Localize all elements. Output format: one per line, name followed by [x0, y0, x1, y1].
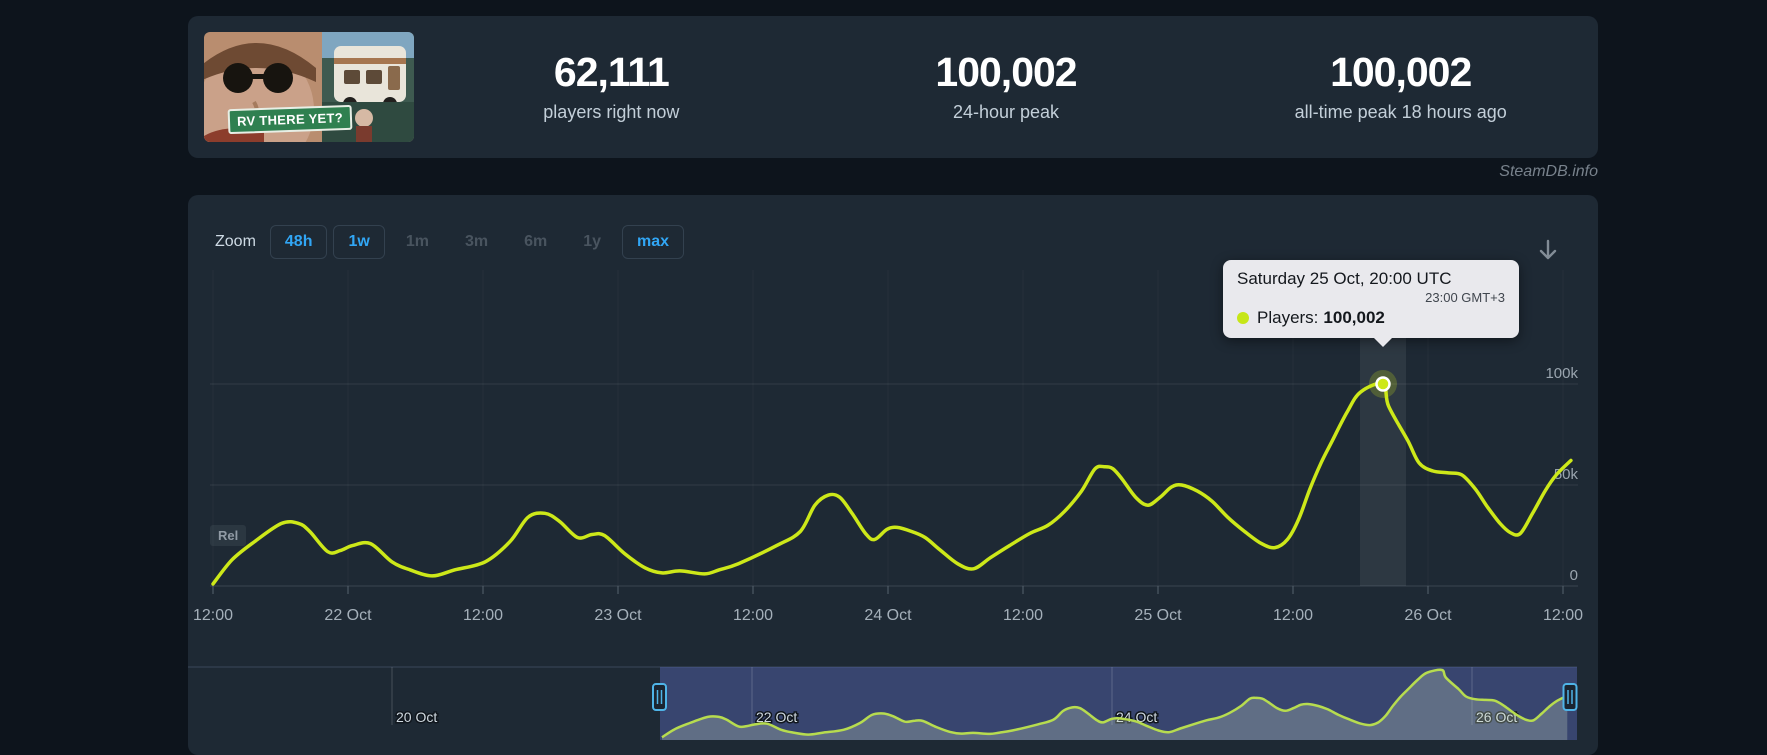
tooltip-local-time: 23:00 GMT+3	[1425, 290, 1505, 305]
zoom-button-1w[interactable]: 1w	[333, 225, 385, 259]
x-axis-label: 23 Oct	[594, 607, 642, 624]
banner-sign-text: RV THERE YET?	[227, 104, 353, 135]
stat-label: all-time peak 18 hours ago	[1294, 101, 1507, 122]
stat-alltime-peak: 100,002 all-time peak 18 hours ago	[1203, 51, 1598, 122]
navigator-left-handle[interactable]	[652, 683, 667, 711]
stat-label: 24-hour peak	[952, 101, 1060, 122]
x-axis-label: 12:00	[1273, 607, 1313, 624]
tooltip-title: Saturday 25 Oct, 20:00 UTC	[1237, 269, 1452, 288]
navigator-date-label: 26 Oct	[1476, 709, 1517, 725]
x-axis-label: 12:00	[463, 607, 503, 624]
tooltip-arrow	[1373, 337, 1393, 347]
chart-tooltip: Saturday 25 Oct, 20:00 UTC 23:00 GMT+3 P…	[1223, 260, 1519, 347]
navigator-date-label: 24 Oct	[1116, 709, 1157, 725]
download-icon[interactable]	[1534, 237, 1562, 265]
zoom-button-3m[interactable]: 3m	[450, 225, 503, 259]
y-axis-label: 100k	[1545, 365, 1578, 382]
hover-marker[interactable]	[1375, 376, 1391, 392]
x-axis-label: 12:00	[1543, 607, 1583, 624]
zoom-button-48h[interactable]: 48h	[269, 225, 328, 259]
x-axis-label: 25 Oct	[1134, 607, 1182, 624]
tooltip-players-row: Players: 100,002	[1237, 308, 1505, 328]
stat-value: 100,002	[1330, 49, 1472, 96]
stat-label: players right now	[543, 101, 680, 122]
zoom-label: Zoom	[215, 233, 256, 250]
release-flag[interactable]: Rel	[210, 525, 247, 546]
y-axis-label: 0	[1570, 567, 1578, 584]
navigator-series-line	[661, 668, 1568, 739]
chart-toolbar: Zoom 48h 1w 1m 3m 6m 1y max	[215, 225, 690, 259]
tooltip-series-label: Players:	[1257, 308, 1319, 327]
zoom-button-6m[interactable]: 6m	[509, 225, 562, 259]
navigator-date-label: 22 Oct	[756, 709, 797, 725]
navigator-selection[interactable]	[660, 667, 1577, 740]
game-banner-art	[204, 32, 414, 142]
navigator-date-label: 20 Oct	[396, 709, 437, 725]
players-series-line	[211, 381, 1573, 586]
stat-24h-peak: 100,002 24-hour peak	[809, 51, 1204, 122]
stat-value: 100,002	[935, 49, 1077, 96]
x-axis-label: 12:00	[1003, 607, 1043, 624]
steamdb-watermark: SteamDB.info	[1499, 163, 1598, 180]
zoom-button-1y[interactable]: 1y	[568, 225, 616, 259]
x-axis-label: 22 Oct	[324, 607, 372, 624]
zoom-buttons: 48h 1w 1m 3m 6m 1y max	[269, 225, 690, 259]
x-axis-label: 12:00	[193, 607, 233, 624]
series-dot-icon	[1237, 312, 1249, 324]
zoom-button-1m[interactable]: 1m	[391, 225, 444, 259]
zoom-button-max[interactable]: max	[622, 225, 685, 259]
stat-current-players: 62,111 players right now	[414, 51, 809, 122]
chart-panel: 0 50k 100k 12:00 22 Oct 12:00 23 Oct 12:00 24 Oc…	[188, 195, 1598, 755]
x-axis-label: 24 Oct	[864, 607, 912, 624]
navigator-right-handle[interactable]	[1562, 683, 1578, 711]
x-axis-label: 12:00	[733, 607, 773, 624]
navigator-series-area	[662, 669, 1568, 740]
x-axis-label: 26 Oct	[1404, 607, 1452, 624]
game-banner[interactable]: RV THERE YET?	[204, 32, 414, 142]
stats-panel: RV THERE YET? 62,111 players right now 1…	[188, 16, 1598, 158]
stat-value: 62,111	[553, 49, 670, 96]
tooltip-value: 100,002	[1323, 308, 1385, 327]
